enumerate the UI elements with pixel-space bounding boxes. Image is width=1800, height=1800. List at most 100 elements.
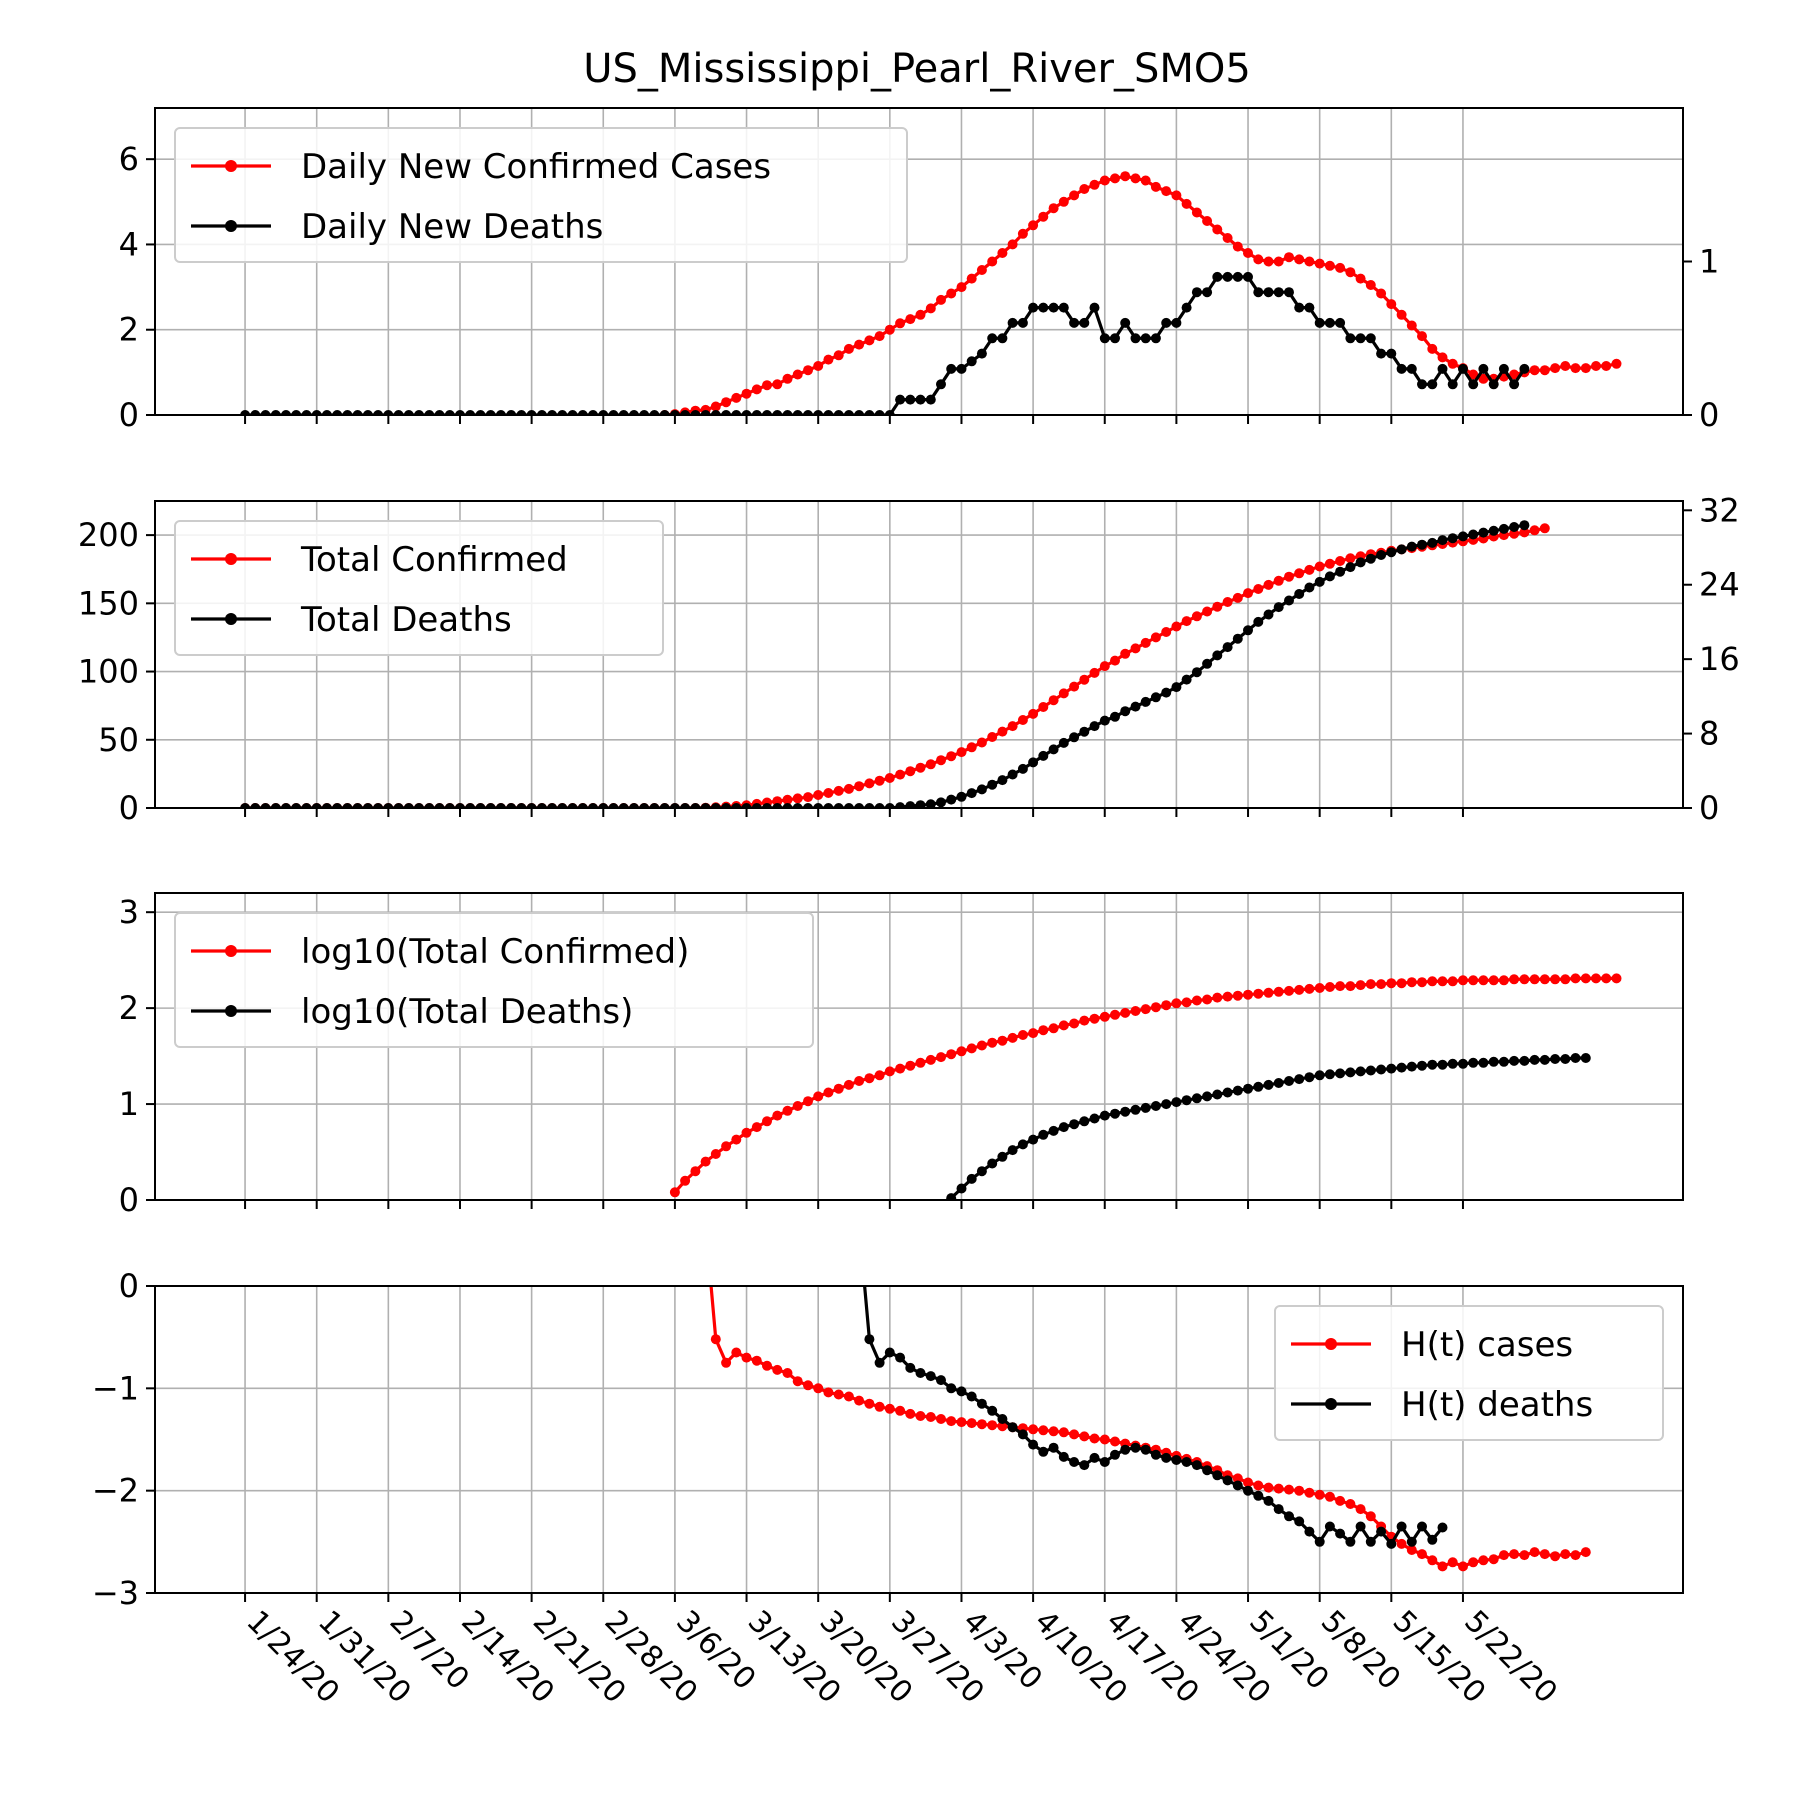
data-point	[1488, 1056, 1499, 1067]
data-point	[1335, 1528, 1346, 1539]
data-point	[1304, 582, 1315, 593]
data-point	[516, 410, 527, 415]
data-point	[813, 1091, 824, 1102]
data-point	[1079, 1116, 1090, 1127]
x-tick-label: 5/8/20	[1314, 1604, 1407, 1697]
data-point	[1427, 537, 1438, 548]
data-point	[1345, 1499, 1356, 1509]
data-point	[966, 1043, 977, 1054]
data-point	[1150, 181, 1161, 192]
data-point	[1212, 224, 1223, 235]
data-point	[1232, 241, 1243, 252]
data-point	[1171, 1097, 1182, 1108]
data-point	[1212, 1470, 1223, 1481]
y-tick-label: 0	[119, 396, 139, 434]
legend-label: Total Confirmed	[300, 540, 568, 580]
data-point	[1488, 1554, 1499, 1565]
data-point	[485, 410, 496, 415]
data-point	[1069, 190, 1080, 201]
series-line	[664, 174, 1617, 415]
data-point	[1263, 256, 1274, 267]
data-point	[1089, 721, 1100, 732]
data-point	[751, 1355, 762, 1366]
data-point	[925, 1412, 936, 1422]
data-point	[1386, 547, 1397, 558]
legend-box	[1274, 1305, 1664, 1441]
data-point	[1529, 525, 1540, 536]
data-point	[1304, 983, 1315, 994]
data-point	[240, 410, 251, 415]
data-point	[1232, 271, 1243, 282]
data-point	[751, 1122, 762, 1133]
data-point	[1120, 171, 1131, 182]
data-point	[956, 282, 967, 293]
series-log10-total-confirmed-	[669, 973, 1622, 1198]
data-point	[987, 779, 998, 790]
data-point	[680, 1175, 691, 1186]
data-point	[1498, 1550, 1509, 1561]
data-point	[1079, 1460, 1090, 1471]
data-point	[1509, 522, 1520, 532]
data-point	[1110, 711, 1120, 722]
data-point	[1529, 1054, 1540, 1065]
data-point	[1294, 1074, 1305, 1085]
data-point	[1427, 976, 1438, 987]
data-point	[1458, 363, 1468, 374]
data-point	[1335, 317, 1346, 328]
data-point	[987, 1420, 998, 1431]
legend-label: log10(Total Deaths)	[301, 992, 633, 1032]
data-point	[823, 788, 834, 798]
data-point	[444, 803, 455, 808]
data-point	[424, 803, 435, 808]
data-point	[1243, 989, 1253, 1000]
data-point	[1273, 1078, 1284, 1088]
data-point	[1038, 750, 1049, 761]
data-point	[475, 410, 486, 415]
data-point	[1191, 667, 1202, 678]
data-point	[1304, 564, 1315, 575]
data-point	[782, 1105, 793, 1116]
data-point	[946, 1049, 957, 1060]
data-point	[915, 762, 926, 773]
data-point	[1099, 333, 1110, 344]
data-point	[966, 788, 977, 799]
data-point	[1038, 1446, 1049, 1457]
data-point	[782, 803, 793, 808]
data-point	[1007, 1422, 1018, 1433]
data-point	[1314, 258, 1325, 269]
data-point	[373, 803, 384, 808]
data-point	[1079, 317, 1090, 328]
data-point	[1058, 737, 1069, 748]
data-point	[1324, 317, 1335, 328]
data-point	[1171, 682, 1182, 693]
data-point	[1427, 379, 1438, 390]
data-point	[1345, 981, 1356, 992]
data-point	[1447, 1557, 1458, 1568]
data-point	[1345, 1067, 1356, 1078]
data-point	[321, 803, 332, 808]
data-point	[1314, 983, 1325, 993]
data-point	[1202, 606, 1213, 617]
data-point	[1570, 1550, 1581, 1561]
data-point	[1365, 1065, 1376, 1076]
data-point	[1447, 379, 1458, 390]
data-point	[1396, 309, 1407, 320]
y-tick-label: 3	[119, 893, 139, 931]
data-point	[792, 1101, 803, 1111]
data-point	[864, 803, 875, 808]
data-point	[1222, 1087, 1233, 1098]
legend-box	[174, 912, 814, 1048]
data-point	[1212, 271, 1223, 282]
data-point	[1417, 1060, 1427, 1071]
data-point	[352, 410, 363, 415]
data-point	[1120, 706, 1131, 717]
data-point	[803, 803, 813, 808]
data-point	[1580, 363, 1591, 374]
data-point	[1017, 715, 1028, 725]
data-point	[925, 759, 936, 770]
legend-label: Total Deaths	[300, 600, 512, 640]
data-point	[1273, 1504, 1284, 1515]
data-point	[1365, 1511, 1376, 1522]
y2-tick-label: 24	[1699, 566, 1740, 604]
